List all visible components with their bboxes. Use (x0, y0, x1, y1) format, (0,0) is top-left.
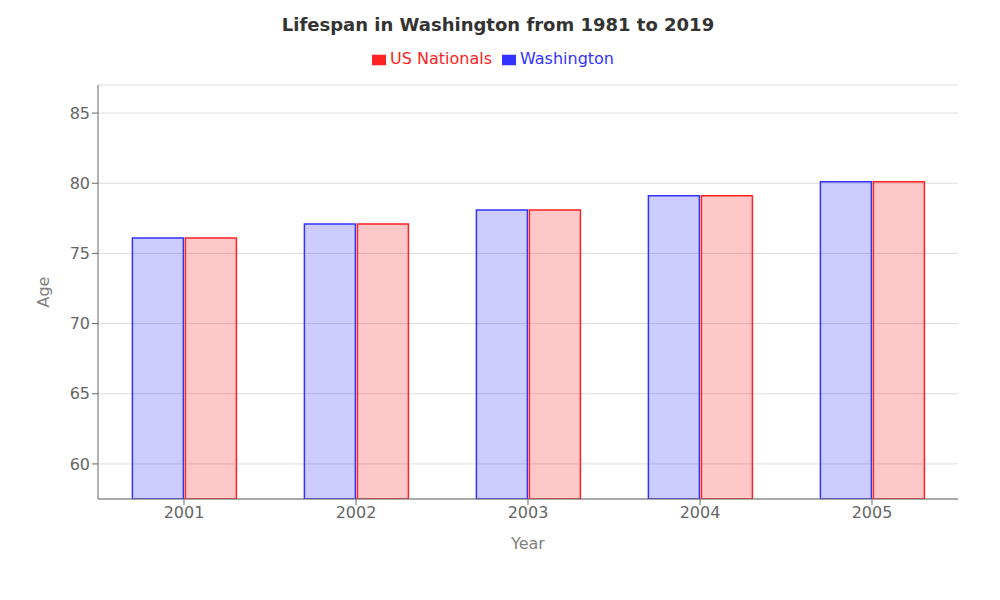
svg-text:Year: Year (510, 534, 545, 553)
html-text:US Nationals: US Nationals (390, 49, 492, 68)
svg-text:2004: 2004 (680, 503, 721, 522)
svg-text:2003: 2003 (508, 503, 549, 522)
svg-text:65: 65 (70, 384, 90, 403)
svg-text:80: 80 (70, 174, 90, 193)
svg-text:75: 75 (70, 244, 90, 263)
svg-text:2002: 2002 (336, 503, 377, 522)
svg-text:60: 60 (70, 455, 90, 474)
html-text:Lifespan in Washington from 19: Lifespan in Washington from 1981 to 2019 (281, 14, 715, 35)
svg-text:Age: Age (34, 277, 53, 308)
svg-text:2005: 2005 (852, 503, 893, 522)
svg-text:70: 70 (70, 314, 90, 333)
svg-text:85: 85 (70, 104, 90, 123)
html-text:Washington: Washington (520, 49, 614, 68)
svg-text:2001: 2001 (164, 503, 205, 522)
